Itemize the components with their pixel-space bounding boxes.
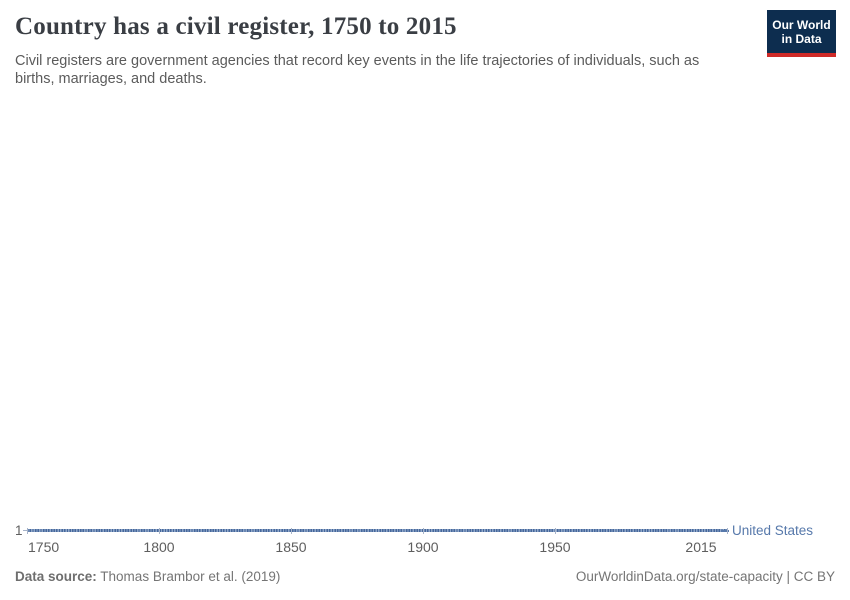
chart-footer: Data source: Thomas Brambor et al. (2019… (15, 568, 835, 585)
data-source-value: Thomas Brambor et al. (2019) (100, 569, 281, 584)
owid-logo-text-line1: Our World (772, 17, 831, 32)
x-tick-mark-1950 (555, 528, 556, 534)
x-tick-mark-1900 (423, 528, 424, 534)
owid-logo-red-stripe (767, 53, 836, 57)
data-source: Data source: Thomas Brambor et al. (2019… (15, 568, 280, 585)
owid-logo-text-line2: in Data (781, 31, 822, 46)
x-tick-mark-2015 (727, 528, 728, 534)
x-axis-label-1850: 1850 (275, 539, 307, 555)
y-axis-tick-mark (23, 530, 27, 531)
plot-area: 1 United States 1750 1800 1850 1900 1950… (0, 95, 850, 555)
footer-attribution: OurWorldinData.org/state-capacity | CC B… (575, 569, 835, 584)
x-tick-mark-1800 (159, 528, 160, 534)
chart-title: Country has a civil register, 1750 to 20… (15, 13, 457, 40)
owid-logo: Our World in Data (767, 10, 836, 57)
chart-subtitle: Civil registers are government agencies … (15, 53, 700, 87)
x-axis-label-2015: 2015 (685, 539, 717, 555)
x-tick-mark-1750 (27, 528, 28, 534)
data-source-label: Data source: (15, 569, 97, 584)
line-united-states (27, 529, 727, 532)
series-label-united-states: United States (732, 523, 814, 538)
x-tick-mark-1850 (291, 528, 292, 534)
x-axis-label-1750: 1750 (28, 539, 60, 555)
y-axis-tick-label: 1 (15, 523, 23, 538)
line-end-connector (721, 530, 729, 532)
x-axis-label-1800: 1800 (143, 539, 175, 555)
x-axis-label-1900: 1900 (407, 539, 439, 555)
x-axis-label-1950: 1950 (539, 539, 571, 555)
